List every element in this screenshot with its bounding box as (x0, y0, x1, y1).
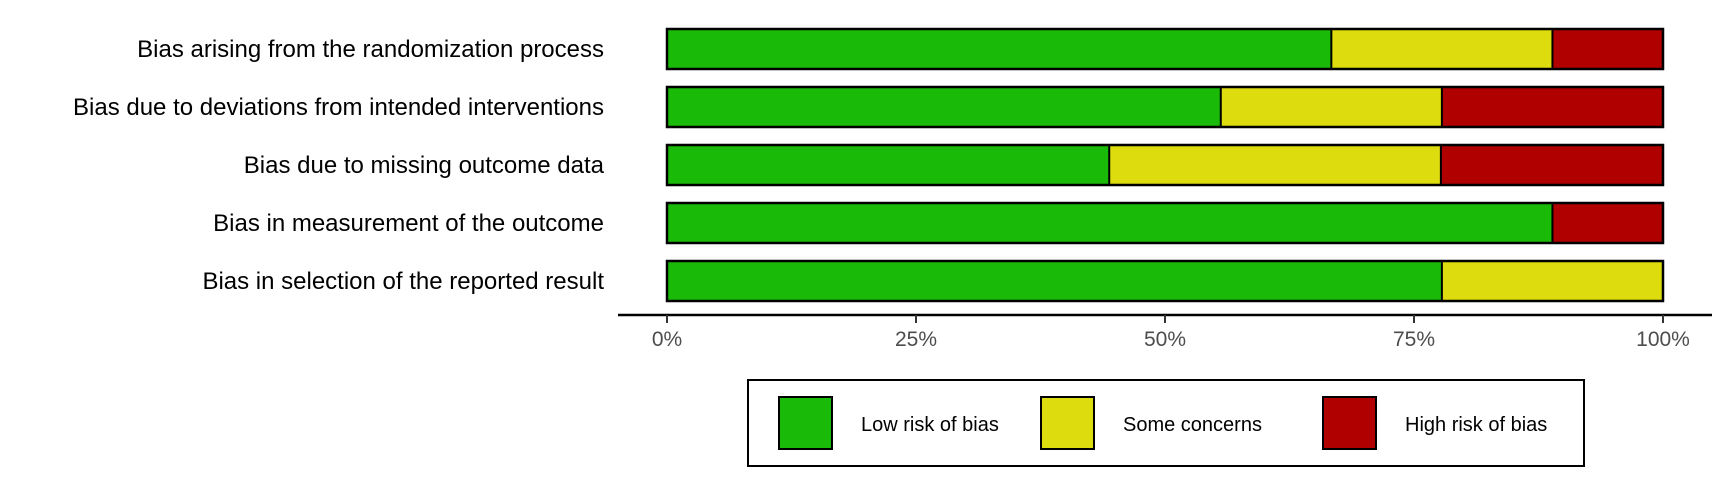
bar-segment (667, 145, 1110, 185)
bar-segment (667, 261, 1442, 301)
bar-outline (665, 143, 1665, 187)
category-label: Bias in measurement of the outcome (213, 210, 604, 237)
category-label: Bias due to missing outcome data (244, 152, 605, 179)
x-axis-ticks: 0% 25% 50% 75% 100% (652, 315, 1690, 351)
category-label: Bias in selection of the reported result (202, 268, 604, 295)
legend-label: Low risk of bias (861, 414, 999, 436)
legend-frame (747, 379, 1585, 467)
legend-label: High risk of bias (1405, 414, 1547, 436)
legend-swatch (1322, 396, 1377, 450)
bar-segment (667, 29, 1332, 69)
bar-outline (665, 85, 1665, 129)
bar-outline (665, 201, 1665, 245)
bar-segment (1220, 87, 1442, 127)
x-tick-label: 50% (1144, 328, 1186, 351)
bar-segment (1440, 145, 1663, 185)
x-tick-label: 100% (1636, 328, 1690, 351)
bar-outline (665, 27, 1665, 71)
legend-swatch (1040, 396, 1095, 450)
bar-segment (1552, 203, 1663, 243)
bar-segment (1441, 87, 1663, 127)
legend-swatch (778, 396, 833, 450)
bar-segment (1109, 145, 1441, 185)
bar-segment (667, 203, 1553, 243)
x-tick-label: 0% (652, 328, 682, 351)
bars-layer (665, 27, 1665, 303)
category-label: Bias arising from the randomization proc… (137, 36, 604, 63)
bar-segment (667, 87, 1221, 127)
legend: Low risk of bias Some concerns High risk o… (747, 379, 1585, 467)
bar-segment (1552, 29, 1663, 69)
bar-outline (665, 259, 1665, 303)
legend-label: Some concerns (1123, 414, 1262, 436)
category-labels: Bias arising from the randomization proc… (73, 36, 605, 295)
legend-items: Low risk of bias Some concerns High risk o… (778, 396, 1547, 450)
bar-segment (1441, 261, 1663, 301)
bar-segment (1331, 29, 1553, 69)
category-label: Bias due to deviations from intended int… (73, 94, 604, 121)
x-tick-label: 75% (1393, 328, 1435, 351)
x-tick-label: 25% (895, 328, 937, 351)
